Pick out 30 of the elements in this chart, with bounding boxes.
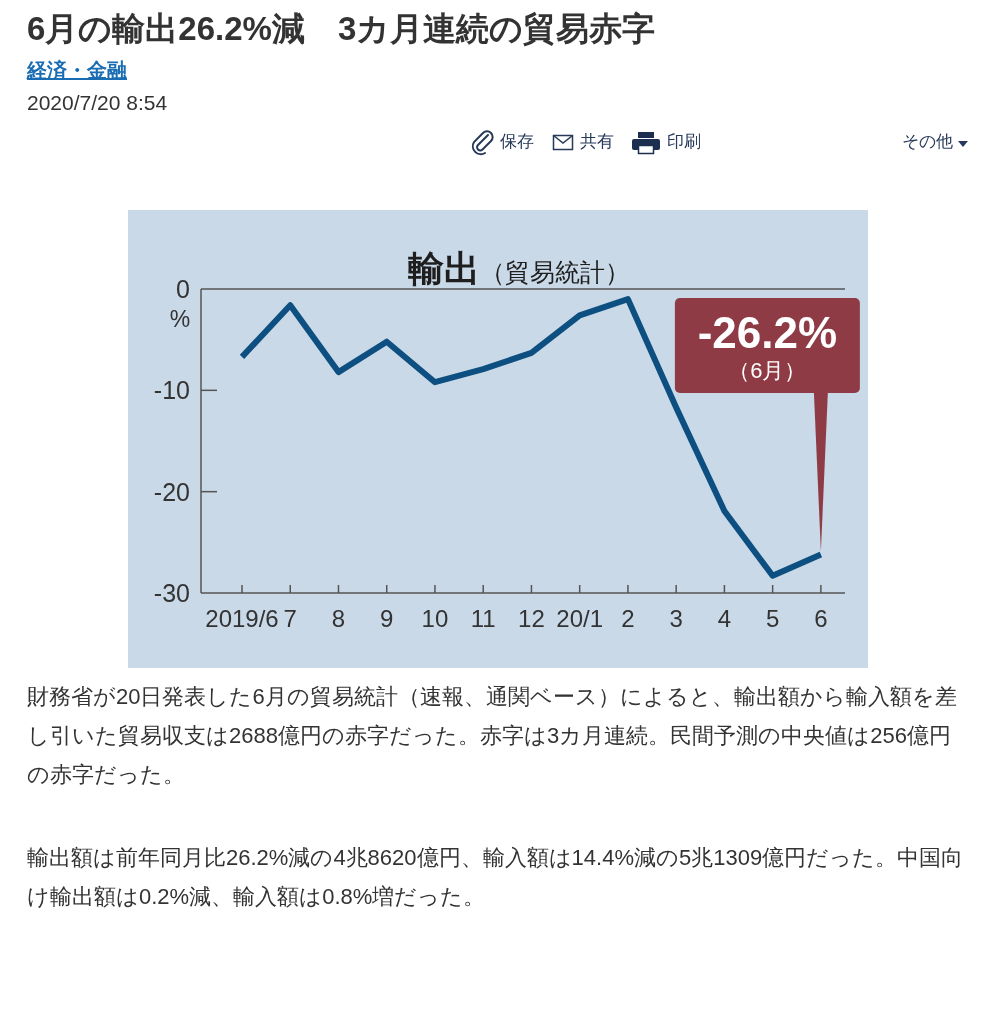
x-tick-label: 7 <box>283 605 297 632</box>
text: 印刷 <box>667 131 701 153</box>
text: 6月の輸出26.2%減 3カ月連続の貿易赤字 <box>27 9 656 49</box>
x-tick-label: 12 <box>518 605 545 632</box>
x-tick-label: 20/1 <box>556 605 604 632</box>
text: 財務省が20日発表した6月の貿易統計（速報、通関ベース）によると、輸出額から輸入額を差し引いた貿易収支は2688億円の赤字だった。赤字は3カ月連続。民間予測の中央値は256億円の赤字だった。 <box>27 683 958 789</box>
text: 保存 <box>500 131 534 153</box>
y-axis-title: % <box>169 306 191 332</box>
x-tick-label: 6 <box>814 605 828 632</box>
text: 2020/7/20 8:54 <box>27 90 168 116</box>
y-tick-label: -20 <box>153 477 190 506</box>
x-tick-label: 11 <box>470 605 496 632</box>
x-tick-label: 9 <box>380 605 394 632</box>
y-tick-label: -10 <box>153 376 190 405</box>
x-tick-label: 5 <box>765 605 780 632</box>
y-tick-label: 0 <box>176 275 190 303</box>
x-tick-label: 4 <box>717 605 732 632</box>
x-tick-label: 2019/6 <box>205 605 279 632</box>
x-tick-label: 2 <box>621 605 635 632</box>
x-tick-label: 8 <box>331 605 346 632</box>
x-tick-label: 10 <box>421 605 449 632</box>
x-tick-label: 3 <box>669 605 683 632</box>
y-tick-label: -30 <box>153 579 190 607</box>
text: 輸出額は前年同月比26.2%減の4兆8620億円、輸入額は14.4%減の5兆1309億円だった。中国向け輸出額は0.2%減、輸入額は0.8%増だった。 <box>27 844 965 911</box>
text: 共有 <box>580 131 614 153</box>
text: 経済・金融 <box>27 58 127 83</box>
text: その他 <box>902 131 953 153</box>
annotation: （6月） <box>728 358 807 383</box>
annotation: -26.2% <box>697 308 838 357</box>
chart-title: 輸出（貿易統計） <box>408 248 630 289</box>
